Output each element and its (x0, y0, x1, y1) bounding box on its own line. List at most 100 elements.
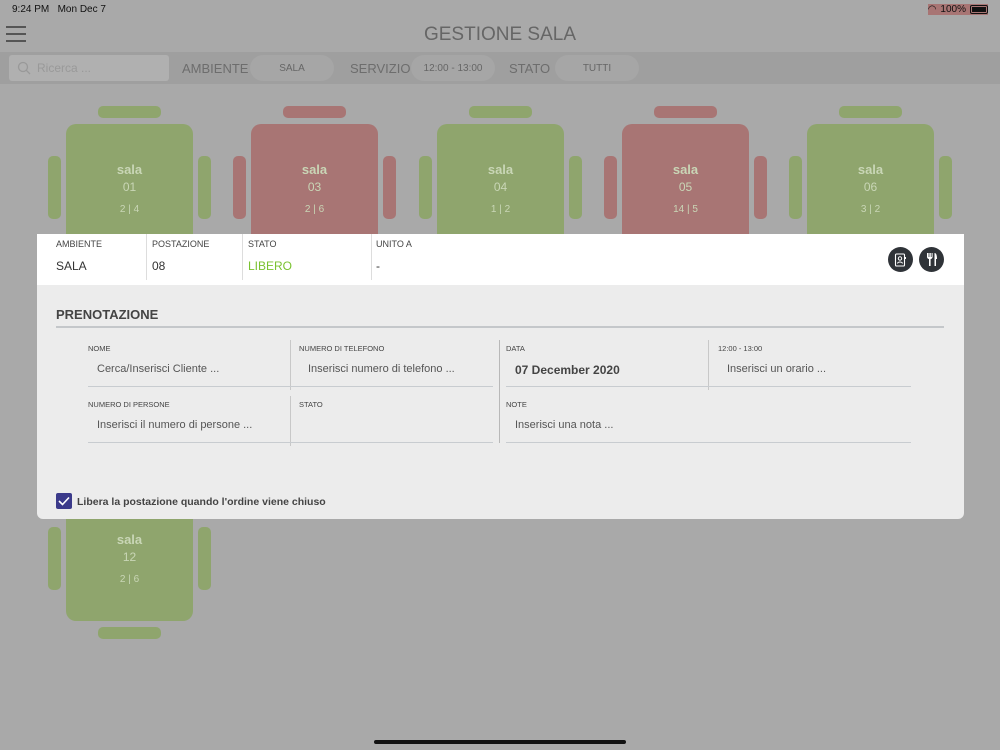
field-underline (506, 442, 911, 443)
table-body: sala 04 1 | 2 (437, 124, 564, 251)
table-name: sala (116, 162, 143, 177)
field-label: 12:00 - 13:00 (718, 344, 763, 353)
search-placeholder: Ricerca ... (37, 61, 92, 75)
info-value: - (376, 259, 380, 273)
table-name: sala (301, 162, 328, 177)
seat-bar (48, 156, 61, 219)
info-label: STATO (248, 239, 277, 249)
field-value: 07 December 2020 (515, 363, 620, 377)
seat-bar (233, 156, 246, 219)
persone-field[interactable]: NUMERO DI PERSONE Inserisci il numero di … (88, 396, 291, 446)
free-on-close-label: Libera la postazione quando l'ordine vie… (77, 496, 326, 508)
orario-field[interactable]: 12:00 - 13:00 Inserisci un orario ... (718, 340, 912, 390)
seat-bar (604, 156, 617, 219)
table-number: 06 (863, 180, 878, 194)
field-placeholder: Inserisci numero di telefono ... (308, 363, 455, 375)
seat-bar (98, 106, 161, 118)
battery-percent: 100% (940, 4, 966, 15)
ambiente-label: AMBIENTE (182, 61, 249, 76)
stato-select[interactable]: TUTTI (555, 55, 639, 81)
table-seats: 2 | 4 (119, 204, 140, 215)
seat-bar (754, 156, 767, 219)
home-indicator (374, 740, 626, 744)
field-placeholder: Inserisci una nota ... (515, 419, 614, 431)
table-seats: 1 | 2 (490, 204, 511, 215)
table-detail-modal: AMBIENTE SALA POSTAZIONE 08 STATO LIBERO UN… (37, 234, 964, 519)
field-label: STATO (299, 400, 323, 409)
checkmark-icon (58, 496, 70, 506)
table-body: sala 05 14 | 5 (622, 124, 749, 251)
info-label: AMBIENTE (56, 239, 103, 249)
stato-field[interactable]: STATO (299, 396, 493, 446)
table-number: 12 (122, 550, 137, 564)
order-button[interactable] (919, 247, 944, 272)
note-field[interactable]: NOTE Inserisci una nota ... (506, 396, 911, 446)
search-input[interactable]: Ricerca ... (9, 55, 169, 81)
wifi-icon: ◠ (927, 4, 937, 15)
seat-bar (98, 627, 161, 639)
info-stato: STATO LIBERO (248, 234, 372, 280)
seat-bar (569, 156, 582, 219)
contact-book-icon (894, 252, 906, 267)
table-number: 03 (307, 180, 322, 194)
table-seats: 2 | 6 (304, 204, 325, 215)
menu-icon[interactable] (6, 26, 26, 42)
seat-bar (789, 156, 802, 219)
battery-icon (970, 5, 988, 14)
status-bar: 9:24 PM Mon Dec 7 ◠ 100% (0, 0, 1000, 20)
fork-knife-icon (926, 253, 937, 266)
servizio-label: SERVIZIO (350, 61, 411, 76)
ambiente-select[interactable]: SALA (250, 55, 334, 81)
table-name: sala (672, 162, 699, 177)
field-placeholder: Inserisci il numero di persone ... (97, 419, 253, 431)
info-ambiente: AMBIENTE SALA (56, 234, 147, 280)
stato-label: STATO (509, 61, 551, 76)
telefono-field[interactable]: NUMERO DI TELEFONO Inserisci numero di te… (299, 340, 493, 390)
table-seats: 14 | 5 (673, 204, 698, 215)
section-title: PRENOTAZIONE (56, 307, 159, 322)
modal-header: AMBIENTE SALA POSTAZIONE 08 STATO LIBERO UN… (37, 234, 964, 285)
data-field[interactable]: DATA 07 December 2020 (506, 340, 709, 390)
contacts-button[interactable] (888, 247, 913, 272)
seat-bar (419, 156, 432, 219)
seat-bar (198, 156, 211, 219)
nome-field[interactable]: NOME Cerca/Inserisci Cliente ... (88, 340, 291, 390)
info-value: LIBERO (248, 259, 293, 273)
field-label: NOTE (506, 400, 527, 409)
field-label: DATA (506, 344, 525, 353)
info-value: SALA (56, 259, 87, 273)
table-seats: 2 | 6 (119, 574, 140, 585)
seat-bar (198, 527, 211, 590)
table-number: 04 (493, 180, 508, 194)
table-number: 05 (678, 180, 693, 194)
field-label: NUMERO DI PERSONE (88, 400, 170, 409)
servizio-select[interactable]: 12:00 - 13:00 (411, 55, 495, 81)
info-value: 08 (152, 259, 166, 273)
field-underline (88, 442, 493, 443)
info-label: POSTAZIONE (152, 239, 210, 249)
section-divider (56, 326, 944, 328)
table-seats: 3 | 2 (860, 204, 881, 215)
seat-bar (48, 527, 61, 590)
table-body: sala 06 3 | 2 (807, 124, 934, 251)
search-icon (17, 61, 31, 75)
page-title: GESTIONE SALA (423, 24, 577, 45)
table-name: sala (857, 162, 884, 177)
free-on-close-checkbox[interactable] (56, 493, 72, 509)
info-unito: UNITO A - (376, 234, 496, 280)
seat-bar (939, 156, 952, 219)
table-body: sala 03 2 | 6 (251, 124, 378, 251)
seat-bar (283, 106, 346, 118)
table-name: sala (487, 162, 514, 177)
field-label: NOME (88, 344, 111, 353)
status-time: 9:24 PM (12, 4, 50, 15)
info-postazione: POSTAZIONE 08 (152, 234, 243, 280)
seat-bar (383, 156, 396, 219)
status-date: Mon Dec 7 (57, 4, 106, 15)
filter-bar: Ricerca ... AMBIENTE SALA SERVIZIO 12:00… (0, 52, 1000, 84)
field-placeholder: Cerca/Inserisci Cliente ... (97, 363, 220, 375)
info-label: UNITO A (376, 239, 412, 249)
field-label: NUMERO DI TELEFONO (299, 344, 385, 353)
field-underline (88, 386, 493, 387)
table-number: 01 (122, 180, 137, 194)
